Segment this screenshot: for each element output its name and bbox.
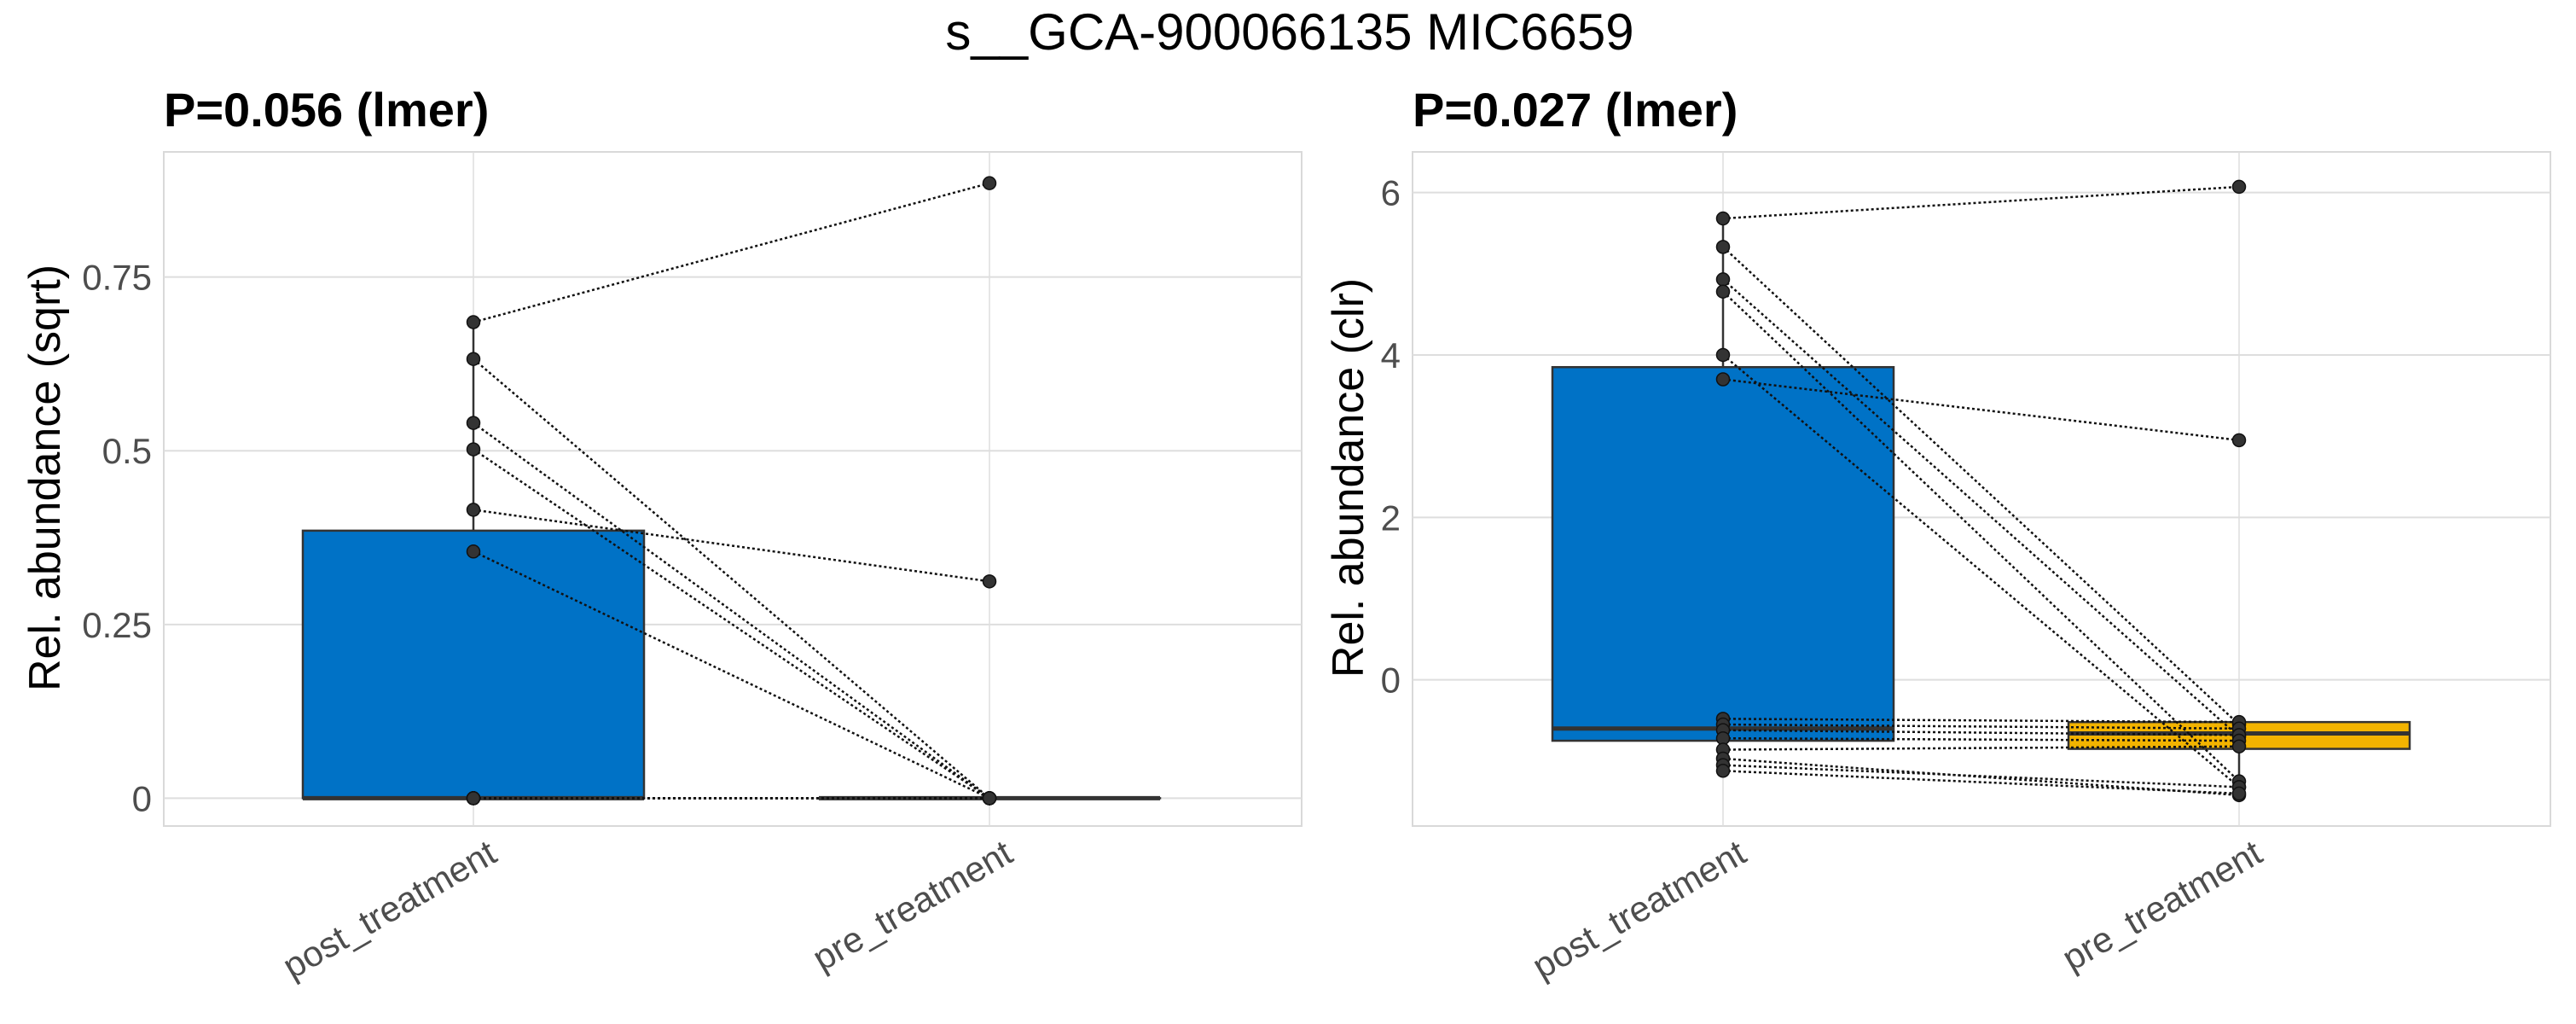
y-tick-label: 6 — [1381, 173, 1401, 213]
y-tick-label: 4 — [1381, 335, 1401, 375]
paired-line — [473, 550, 990, 800]
y-tick-label: 0 — [1381, 660, 1401, 701]
figure-title: s__GCA-900066135 MIC6659 — [945, 3, 1633, 61]
paired-line — [1722, 764, 2240, 788]
data-point — [982, 791, 997, 806]
data-point — [1715, 272, 1731, 287]
paired-line — [473, 182, 990, 323]
data-point — [466, 791, 481, 806]
data-point — [2231, 179, 2247, 195]
paired-line — [473, 358, 990, 800]
data-point — [1715, 764, 1731, 778]
data-point — [1715, 284, 1731, 299]
data-point — [2231, 786, 2247, 801]
data-point — [466, 503, 481, 517]
panel-left: P=0.056 (lmer) Rel. abundance (sqrt) 0 0.… — [20, 83, 1303, 986]
data-point — [466, 416, 481, 430]
paired-line — [473, 422, 990, 800]
y-tick-label: 0 — [132, 778, 152, 818]
data-point — [466, 315, 481, 329]
panel-right-title: P=0.027 (lmer) — [1413, 83, 1738, 137]
paired-line — [1722, 723, 2240, 730]
data-point — [2231, 739, 2247, 753]
data-point — [2231, 433, 2247, 448]
data-point — [466, 544, 481, 559]
y-tick-label: 2 — [1381, 497, 1401, 538]
y-tick-label: 0.5 — [102, 431, 152, 471]
panel-left-y-axis-label: Rel. abundance (sqrt) — [20, 265, 70, 691]
data-point — [1715, 372, 1731, 387]
panel-right-y-axis-label: Rel. abundance (clr) — [1324, 278, 1373, 678]
x-tick-label: post_treatment — [276, 832, 502, 986]
paired-line — [1722, 246, 2240, 725]
data-point — [466, 442, 481, 457]
y-tick-label: 0.75 — [82, 258, 152, 298]
paired-line — [1722, 729, 2240, 736]
panel-border — [163, 151, 1303, 827]
x-tick-label: pre_treatment — [2056, 832, 2269, 979]
paired-line — [1722, 745, 2240, 751]
x-tick-label: pre_treatment — [806, 832, 1019, 979]
box-body — [1551, 365, 1895, 742]
paired-line — [1722, 718, 2240, 724]
panel-right: P=0.027 (lmer) Rel. abundance (clr) 0 2 4 6… — [1324, 83, 2551, 986]
paired-line — [1722, 290, 2240, 783]
data-point — [1715, 211, 1731, 226]
box-body — [301, 529, 646, 800]
data-point — [982, 574, 997, 589]
data-point — [982, 176, 997, 190]
paired-line — [1722, 770, 2240, 795]
paired-line — [1722, 736, 2240, 742]
data-point — [1715, 240, 1731, 254]
paired-line — [1722, 278, 2240, 738]
paired-line — [1722, 185, 2240, 220]
panel-border — [1412, 151, 2551, 827]
data-point — [1715, 347, 1731, 363]
y-tick-label: 0.25 — [82, 605, 152, 645]
paired-line — [473, 448, 990, 800]
x-tick-label: post_treatment — [1525, 832, 1752, 986]
panel-left-title: P=0.056 (lmer) — [164, 83, 489, 137]
data-point — [466, 352, 481, 366]
